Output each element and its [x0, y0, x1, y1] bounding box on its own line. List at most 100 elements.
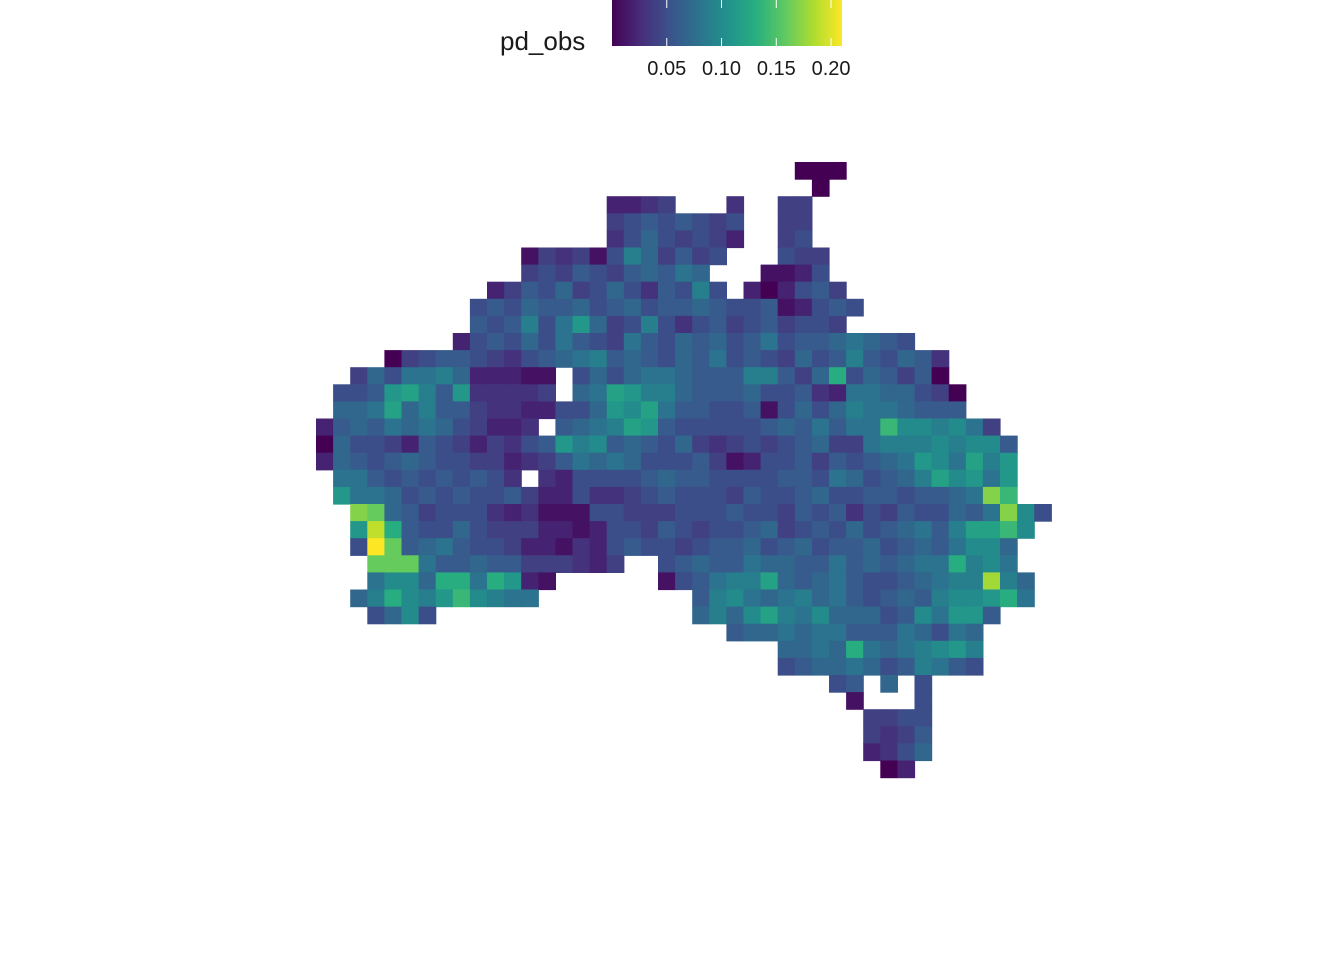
heatmap-cell — [726, 623, 745, 642]
heatmap-cell — [538, 315, 556, 334]
heatmap-cell — [948, 418, 967, 437]
heatmap-cell — [589, 298, 608, 317]
heatmap-cell — [829, 315, 847, 334]
heatmap-cell — [931, 435, 950, 454]
heatmap-cell — [897, 452, 916, 471]
heatmap-cell — [760, 264, 779, 283]
heatmap-cell — [555, 555, 574, 573]
heatmap-cell — [743, 623, 762, 642]
heatmap-cell — [897, 589, 916, 608]
heatmap-cell — [811, 350, 830, 368]
heatmap-cell — [572, 401, 591, 420]
heatmap-cell — [469, 538, 488, 556]
heatmap-cell — [435, 452, 454, 471]
heatmap-cell — [333, 452, 351, 471]
heatmap-cell — [982, 538, 1001, 556]
colorbar-gradient — [612, 0, 842, 46]
heatmap-cell — [914, 675, 933, 693]
heatmap-cell — [1017, 589, 1035, 608]
heatmap-cell — [675, 384, 693, 402]
heatmap-cell — [880, 435, 898, 454]
heatmap-cell — [350, 367, 368, 385]
heatmap-cell — [538, 247, 556, 266]
heatmap-cell — [572, 333, 591, 351]
heatmap-cell — [743, 555, 762, 573]
heatmap-cell — [760, 435, 779, 454]
heatmap-cell — [794, 196, 813, 214]
heatmap-cell — [811, 640, 830, 659]
heatmap-cell — [623, 435, 642, 454]
heatmap-cell — [863, 350, 881, 368]
heatmap-cell — [640, 230, 659, 249]
heatmap-cell — [863, 572, 881, 591]
heatmap-cell — [829, 657, 847, 676]
heatmap-cell — [811, 452, 830, 471]
heatmap-cell — [846, 692, 864, 710]
heatmap-cell — [606, 384, 625, 402]
heatmap-cell — [846, 555, 864, 573]
heatmap-cell — [794, 657, 813, 676]
heatmap-cell — [658, 298, 676, 317]
heatmap-cell — [880, 606, 898, 625]
heatmap-cell — [623, 486, 642, 505]
heatmap-cell — [760, 315, 779, 334]
heatmap-cell — [897, 418, 916, 437]
heatmap-cell — [897, 760, 916, 779]
heatmap-cell — [880, 726, 898, 744]
heatmap-cell — [863, 555, 881, 573]
heatmap-cell — [880, 350, 898, 368]
heatmap-cell — [760, 469, 779, 488]
heatmap-cell — [555, 435, 574, 454]
heatmap-cell — [692, 452, 710, 471]
heatmap-cell — [726, 196, 745, 214]
heatmap-cell — [658, 452, 676, 471]
heatmap-cell — [487, 572, 505, 591]
heatmap-cell — [863, 521, 881, 539]
heatmap-cell — [709, 350, 727, 368]
heatmap-cell — [538, 333, 556, 351]
heatmap-cell — [350, 504, 368, 522]
heatmap-cell — [452, 401, 471, 420]
heatmap-cell — [829, 521, 847, 539]
heatmap-cell — [521, 572, 539, 591]
heatmap-cell — [880, 572, 898, 591]
heatmap-cell — [504, 367, 522, 385]
heatmap-cell — [504, 572, 522, 591]
heatmap-cell — [692, 469, 710, 488]
heatmap-cell — [487, 281, 505, 300]
heatmap-cell — [794, 589, 813, 608]
heatmap-cell — [880, 657, 898, 676]
heatmap-cell — [760, 589, 779, 608]
colorbar-tick-label: 0.05 — [647, 58, 687, 80]
heatmap-cell — [623, 213, 642, 231]
heatmap-cell — [846, 367, 864, 385]
heatmap-cell — [914, 623, 933, 642]
heatmap-cell — [846, 538, 864, 556]
heatmap-cell — [948, 606, 967, 625]
heatmap-cell — [726, 504, 745, 522]
heatmap-cell — [880, 555, 898, 573]
heatmap-cell — [948, 401, 967, 420]
heatmap-cell — [316, 452, 334, 471]
heatmap-cell — [760, 486, 779, 505]
heatmap-cell — [521, 418, 539, 437]
heatmap-cell — [640, 435, 659, 454]
heatmap-cell — [367, 538, 385, 556]
heatmap-cell — [606, 452, 625, 471]
heatmap-cell — [709, 315, 727, 334]
heatmap-cell — [692, 401, 710, 420]
heatmap-cell — [572, 555, 591, 573]
heatmap-cell — [401, 418, 420, 437]
heatmap-cell — [589, 486, 608, 505]
heatmap-cell — [777, 401, 796, 420]
heatmap-cell — [760, 418, 779, 437]
heatmap-cell — [914, 350, 933, 368]
heatmap-cell — [743, 384, 762, 402]
heatmap-cell — [880, 743, 898, 762]
heatmap-cell — [469, 435, 488, 454]
heatmap-cell — [606, 418, 625, 437]
heatmap-cell — [777, 452, 796, 471]
heatmap-cell — [640, 521, 659, 539]
heatmap-cell — [452, 538, 471, 556]
